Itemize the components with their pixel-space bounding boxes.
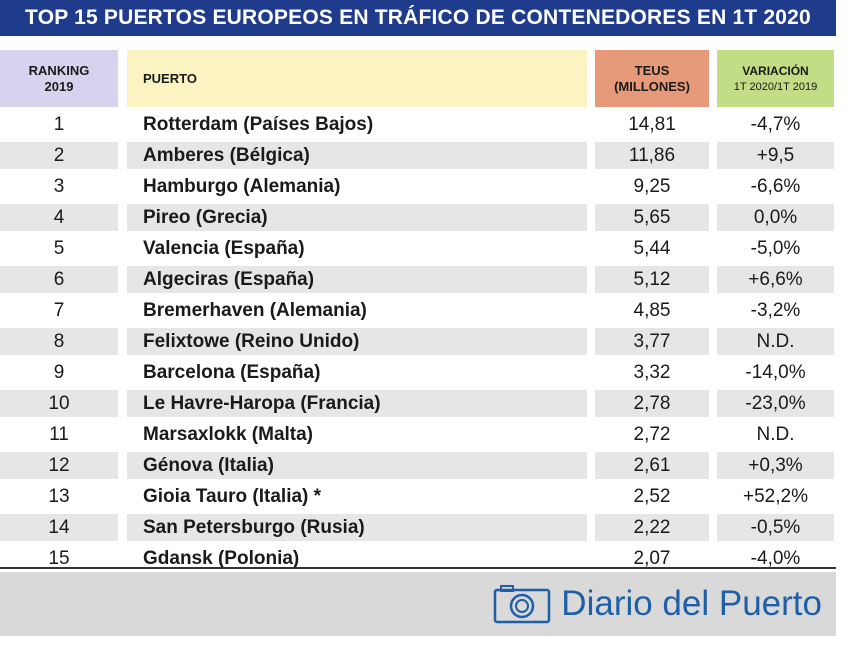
cell-ranking: 6: [0, 266, 118, 293]
table-row: 5 Valencia (España) 5,44 -5,0%: [0, 233, 836, 264]
cell-teus: 2,22: [595, 514, 709, 541]
table-row: 11 Marsaxlokk (Malta) 2,72 N.D.: [0, 419, 836, 450]
table-title: TOP 15 PUERTOS EUROPEOS EN TRÁFICO DE CO…: [0, 0, 836, 36]
cell-teus: 14,81: [628, 113, 676, 135]
header-ranking-line2: 2019: [44, 78, 74, 94]
cell-teus: 5,65: [595, 204, 709, 231]
table-row: 4 Pireo (Grecia) 5,65 0,0%: [0, 202, 836, 233]
cell-variacion: -6,6%: [750, 175, 801, 197]
cell-variacion: 0,0%: [717, 204, 834, 231]
cell-teus: 3,77: [595, 328, 709, 355]
table-row: 2 Amberes (Bélgica) 11,86 +9,5: [0, 140, 836, 171]
table-body: 1 Rotterdam (Países Bajos) 14,81 -4,7% 2 Ambe…: [0, 109, 836, 574]
cell-variacion: -14,0%: [745, 361, 806, 383]
cell-variacion: -23,0%: [717, 390, 834, 417]
cell-puerto: Barcelona (España): [143, 361, 321, 383]
table-row: 15 Gdansk (Polonia) 2,07 -4,0%: [0, 543, 836, 574]
cell-puerto: Pireo (Grecia): [127, 204, 587, 231]
cell-teus: 2,61: [595, 452, 709, 479]
cell-puerto: Gdansk (Polonia): [143, 547, 300, 569]
cell-puerto: San Petersburgo (Rusia): [127, 514, 587, 541]
cell-ranking: 8: [0, 328, 118, 355]
table-row: 13 Gioia Tauro (Italia) * 2,52 +52,2%: [0, 481, 836, 512]
table-row: 3 Hamburgo (Alemania) 9,25 -6,6%: [0, 171, 836, 202]
cell-ranking: 1: [53, 113, 65, 135]
brand-name: Diario del Puerto: [561, 584, 822, 623]
header-variacion: VARIACIÓN 1T 2020/1T 2019: [717, 50, 834, 107]
table-header: RANKING 2019 PUERTO TEUS (MILLONES) VARI…: [0, 50, 836, 107]
header-ranking-line1: RANKING: [28, 62, 90, 78]
cell-ranking: 14: [0, 514, 118, 541]
cell-ranking: 3: [53, 175, 65, 197]
cell-ranking: 9: [53, 361, 65, 383]
table-row: 14 San Petersburgo (Rusia) 2,22 -0,5%: [0, 512, 836, 543]
table-row: 9 Barcelona (España) 3,32 -14,0%: [0, 357, 836, 388]
camera-icon: [494, 585, 551, 624]
cell-teus: 9,25: [633, 175, 671, 197]
table-row: 12 Génova (Italia) 2,61 +0,3%: [0, 450, 836, 481]
table-bottom-rule: [0, 567, 836, 569]
cell-ranking: 13: [48, 485, 70, 507]
cell-ranking: 15: [48, 547, 70, 569]
cell-teus: 2,78: [595, 390, 709, 417]
cell-puerto: Amberes (Bélgica): [127, 142, 587, 169]
cell-teus: 11,86: [595, 142, 709, 169]
table-row: 7 Bremerhaven (Alemania) 4,85 -3,2%: [0, 295, 836, 326]
cell-teus: 2,07: [633, 547, 671, 569]
table-row: 10 Le Havre-Haropa (Francia) 2,78 -23,0%: [0, 388, 836, 419]
cell-variacion: N.D.: [717, 328, 834, 355]
cell-variacion: -5,0%: [750, 237, 801, 259]
cell-puerto: Hamburgo (Alemania): [143, 175, 341, 197]
cell-teus: 4,85: [633, 299, 671, 321]
cell-puerto: Felixtowe (Reino Unido): [127, 328, 587, 355]
cell-puerto: Génova (Italia): [127, 452, 587, 479]
header-teus-line1: TEUS: [634, 62, 670, 78]
cell-variacion: -3,2%: [750, 299, 801, 321]
cell-ranking: 12: [0, 452, 118, 479]
cell-ranking: 2: [0, 142, 118, 169]
cell-variacion: N.D.: [756, 423, 795, 445]
cell-puerto: Valencia (España): [143, 237, 305, 259]
cell-variacion: +9,5: [717, 142, 834, 169]
cell-variacion: -0,5%: [717, 514, 834, 541]
cell-variacion: +6,6%: [717, 266, 834, 293]
header-teus-line2: (MILLONES): [614, 78, 690, 94]
table-row: 8 Felixtowe (Reino Unido) 3,77 N.D.: [0, 326, 836, 357]
header-teus: TEUS (MILLONES): [595, 50, 709, 107]
header-ranking: RANKING 2019: [0, 50, 118, 107]
cell-teus: 5,12: [595, 266, 709, 293]
table-row: 1 Rotterdam (Países Bajos) 14,81 -4,7%: [0, 109, 836, 140]
cell-teus: 3,32: [633, 361, 671, 383]
cell-puerto: Marsaxlokk (Malta): [143, 423, 314, 445]
header-variacion-line1: VARIACIÓN: [742, 63, 809, 78]
cell-puerto: Bremerhaven (Alemania): [143, 299, 367, 321]
cell-teus: 2,52: [633, 485, 671, 507]
cell-teus: 2,72: [633, 423, 671, 445]
cell-ranking: 11: [49, 423, 69, 445]
cell-variacion: -4,0%: [750, 547, 801, 569]
cell-variacion: -4,7%: [750, 113, 801, 135]
cell-variacion: +52,2%: [743, 485, 808, 507]
cell-puerto: Le Havre-Haropa (Francia): [127, 390, 587, 417]
cell-teus: 5,44: [633, 237, 671, 259]
header-variacion-line2: 1T 2020/1T 2019: [733, 80, 818, 93]
cell-variacion: +0,3%: [717, 452, 834, 479]
brand-logo: Diario del Puerto: [493, 580, 822, 628]
cell-ranking: 7: [53, 299, 65, 321]
cell-ranking: 5: [53, 237, 65, 259]
header-puerto: PUERTO: [127, 50, 587, 107]
cell-puerto: Rotterdam (Países Bajos): [143, 113, 374, 135]
cell-ranking: 4: [0, 204, 118, 231]
table-row: 6 Algeciras (España) 5,12 +6,6%: [0, 264, 836, 295]
cell-ranking: 10: [0, 390, 118, 417]
footer: Diario del Puerto: [0, 572, 836, 636]
cell-puerto: Gioia Tauro (Italia) *: [143, 485, 322, 507]
cell-puerto: Algeciras (España): [127, 266, 587, 293]
